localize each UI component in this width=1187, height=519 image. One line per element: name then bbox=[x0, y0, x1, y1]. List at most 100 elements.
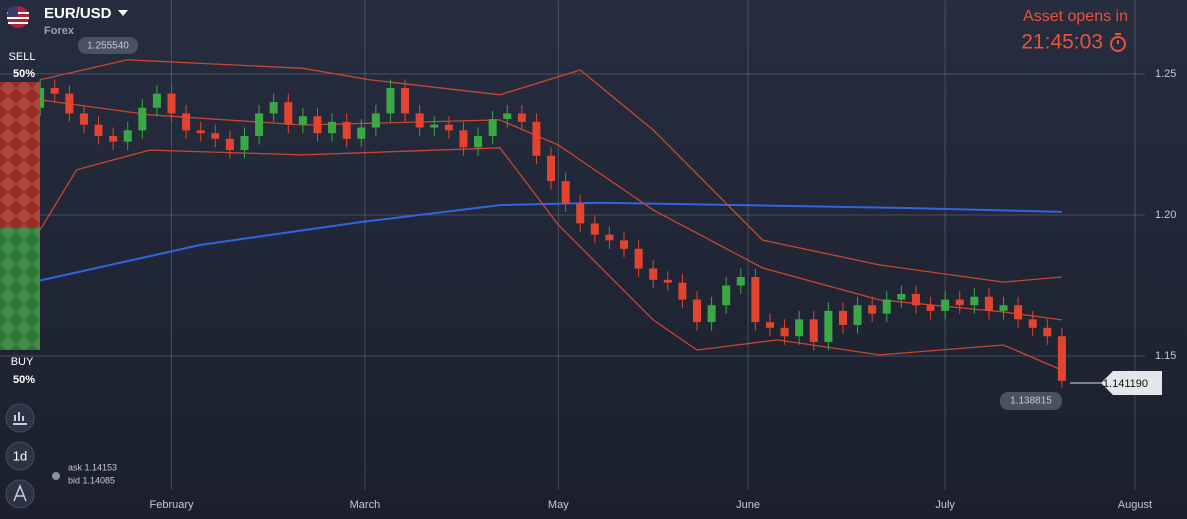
candle-body bbox=[269, 102, 278, 114]
candle-body bbox=[298, 116, 307, 125]
info-icon[interactable] bbox=[52, 472, 60, 480]
candle-body bbox=[897, 293, 906, 300]
candle-body bbox=[809, 319, 818, 342]
band-line bbox=[39, 59, 1062, 283]
candle-body bbox=[780, 327, 789, 337]
ask: ask 1.14153 bbox=[68, 462, 117, 472]
candle-body bbox=[911, 293, 920, 306]
timer-icon bbox=[1110, 36, 1126, 52]
price-tag bbox=[1101, 371, 1162, 395]
meter-pattern bbox=[0, 82, 40, 350]
candle-body bbox=[36, 88, 45, 108]
candle-body bbox=[722, 285, 731, 306]
candle-body bbox=[678, 282, 687, 300]
asset-name[interactable]: EUR/USD bbox=[44, 5, 112, 22]
candle-body bbox=[284, 102, 293, 125]
candle-body bbox=[152, 93, 161, 108]
x-tick-label: February bbox=[149, 499, 194, 511]
candle-body bbox=[415, 113, 424, 128]
candle-body bbox=[853, 305, 862, 325]
bid: bid 1.14085 bbox=[68, 475, 115, 485]
candle-body bbox=[547, 155, 556, 182]
candle-body bbox=[736, 277, 745, 286]
candle-body bbox=[430, 124, 439, 128]
high-label: 1.255540 bbox=[87, 41, 129, 52]
indicators-button[interactable] bbox=[5, 479, 35, 509]
y-tick-label: 1.15 bbox=[1155, 350, 1176, 362]
candle-body bbox=[211, 133, 220, 139]
candle-body bbox=[182, 113, 191, 131]
chart-type-icon bbox=[13, 412, 27, 425]
candle-body bbox=[692, 299, 702, 323]
candle-body bbox=[328, 121, 337, 134]
candle-body bbox=[225, 138, 234, 151]
high-label-box bbox=[78, 37, 138, 54]
interval[interactable]: 1d bbox=[13, 448, 27, 463]
x-tick-label: June bbox=[736, 499, 760, 511]
asset-caret[interactable] bbox=[118, 10, 128, 16]
candle-body bbox=[138, 107, 147, 131]
candle-body bbox=[371, 113, 380, 128]
interval-button[interactable] bbox=[5, 441, 35, 471]
candle-body bbox=[50, 88, 59, 94]
candle-body bbox=[313, 116, 322, 134]
candle-body bbox=[838, 310, 847, 325]
x-tick-label: July bbox=[935, 499, 955, 511]
candle-body bbox=[882, 299, 891, 314]
candle-body bbox=[167, 93, 176, 114]
candle-body bbox=[65, 93, 74, 114]
candle-body bbox=[109, 135, 118, 142]
candle-body bbox=[795, 319, 804, 337]
x-tick-label: May bbox=[548, 499, 569, 511]
timer-caption: Asset opens in bbox=[1023, 8, 1128, 25]
candle-body bbox=[868, 305, 877, 314]
candle-body bbox=[605, 234, 614, 241]
low-label-box bbox=[1000, 392, 1062, 410]
candle-body bbox=[517, 113, 526, 122]
candle-body bbox=[503, 113, 512, 120]
moving-average bbox=[32, 201, 1062, 284]
candle-body bbox=[590, 223, 599, 235]
candle-body bbox=[459, 130, 468, 148]
timer: 21:45:03 bbox=[1021, 31, 1103, 54]
candle-body bbox=[532, 121, 541, 156]
candle-body bbox=[634, 248, 643, 269]
band-line bbox=[39, 147, 1063, 371]
candle-body bbox=[196, 130, 205, 134]
candle-body bbox=[765, 322, 774, 328]
sell-label: SELL bbox=[9, 51, 36, 63]
candle-body bbox=[342, 121, 351, 139]
candle-body bbox=[79, 113, 88, 125]
candle-body bbox=[955, 299, 964, 306]
candle-body bbox=[255, 113, 264, 136]
candle-body bbox=[94, 124, 103, 136]
buy-label: BUY bbox=[11, 356, 34, 368]
current-price: 1.141190 bbox=[1103, 378, 1148, 390]
market: Forex bbox=[44, 25, 75, 37]
candle-body bbox=[386, 88, 395, 114]
candle-body bbox=[649, 268, 658, 280]
candle-body bbox=[619, 240, 629, 249]
buy-share: 50% bbox=[13, 374, 35, 386]
candle-body bbox=[926, 305, 935, 311]
candle-body bbox=[824, 310, 833, 342]
x-tick-label: March bbox=[350, 499, 381, 511]
candle-body bbox=[1043, 327, 1052, 337]
candle-body bbox=[663, 279, 672, 283]
candle-body bbox=[970, 296, 979, 306]
candle-body bbox=[444, 124, 453, 131]
candle-body bbox=[999, 305, 1008, 311]
candle-body bbox=[357, 127, 366, 139]
candle-body bbox=[488, 119, 497, 136]
candle-body bbox=[984, 296, 993, 311]
candle-body bbox=[941, 299, 950, 311]
candle-body bbox=[707, 305, 716, 323]
candle-body bbox=[576, 203, 585, 224]
candle-body bbox=[474, 135, 483, 148]
y-tick-label: 1.25 bbox=[1155, 68, 1176, 80]
candle-body bbox=[561, 181, 570, 204]
candle-body bbox=[123, 130, 132, 142]
candle-body bbox=[401, 88, 410, 114]
plot bbox=[0, 0, 1145, 490]
